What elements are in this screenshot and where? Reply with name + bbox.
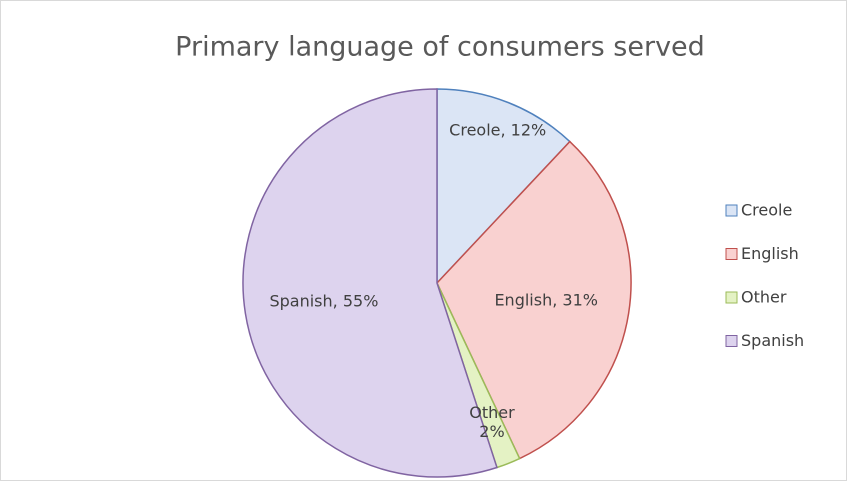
legend-swatch	[725, 248, 738, 260]
data-label: Creole, 12%	[449, 120, 547, 140]
legend-label: Creole	[741, 201, 792, 220]
legend-label: Other	[741, 288, 787, 307]
pie-slice	[436, 88, 571, 285]
legend-label: Spanish	[741, 331, 804, 350]
data-label: English, 31%	[494, 290, 598, 310]
legend-swatch	[725, 204, 738, 217]
data-label: Spanish, 55%	[269, 291, 379, 311]
pie-slice	[436, 140, 632, 460]
legend-swatch	[725, 335, 738, 347]
data-label: Other 2%	[469, 402, 515, 441]
chart-title: Primary language of consumers served	[175, 32, 705, 63]
pie-slice	[242, 88, 498, 478]
legend-label: English	[741, 244, 799, 263]
legend-swatch	[725, 291, 738, 304]
